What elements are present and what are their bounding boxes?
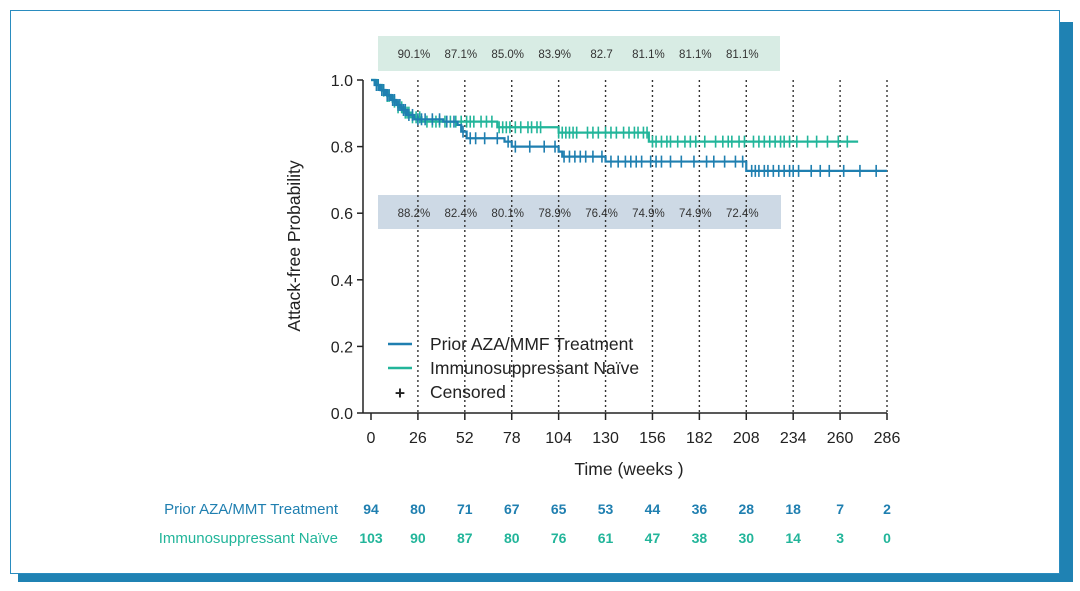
- x-tick-label: 104: [545, 430, 572, 447]
- risk-value: 18: [785, 501, 801, 517]
- y-tick-label: 0.0: [331, 406, 353, 423]
- naive-percent-box: [378, 36, 780, 71]
- risk-value: 36: [692, 501, 708, 517]
- naive-percent: 83.9%: [538, 49, 571, 61]
- y-tick-label: 1.0: [331, 73, 353, 90]
- prior-percent: 72.4%: [726, 208, 759, 220]
- legend-label: Censored: [430, 382, 506, 402]
- prior-percent: 82.4%: [445, 208, 478, 220]
- risk-row-label: Immunosuppressant Naïve: [159, 530, 338, 547]
- series-line-prior: [371, 78, 887, 173]
- naive-percent: 82.7: [590, 49, 612, 61]
- risk-value: 87: [457, 530, 473, 546]
- risk-value: 44: [645, 501, 661, 517]
- risk-value: 0: [883, 530, 891, 546]
- risk-value: 76: [551, 530, 567, 546]
- x-tick-label: 26: [409, 430, 427, 447]
- risk-value: 28: [738, 501, 754, 517]
- x-tick-label: 182: [686, 430, 713, 447]
- risk-value: 94: [363, 501, 379, 517]
- legend-label: Prior AZA/MMF Treatment: [430, 334, 633, 354]
- naive-percent: 81.1%: [632, 49, 665, 61]
- x-tick-label: 0: [367, 430, 376, 447]
- x-tick-label: 130: [592, 430, 619, 447]
- y-tick-label: 0.8: [331, 140, 353, 157]
- chart-card: [10, 10, 1060, 574]
- risk-value: 80: [504, 530, 520, 546]
- risk-value: 7: [836, 501, 844, 517]
- prior-percent: 74.9%: [679, 208, 712, 220]
- risk-value: 67: [504, 501, 520, 517]
- x-tick-label: 52: [456, 430, 474, 447]
- legend-censored-symbol: +: [395, 383, 405, 403]
- naive-percent: 81.1%: [726, 49, 759, 61]
- risk-value: 38: [692, 530, 708, 546]
- y-tick-label: 0.2: [331, 339, 353, 356]
- x-tick-label: 260: [827, 430, 854, 447]
- risk-value: 65: [551, 501, 567, 517]
- naive-percent: 85.0%: [491, 49, 524, 61]
- prior-percent: 80.1%: [491, 208, 524, 220]
- risk-value: 71: [457, 501, 473, 517]
- risk-value: 90: [410, 530, 426, 546]
- y-tick-label: 0.6: [331, 206, 353, 223]
- prior-percent: 76.4%: [585, 208, 618, 220]
- prior-percent-box: [378, 195, 781, 229]
- legend-label: Immunosuppressant Naïve: [430, 358, 639, 378]
- risk-value: 3: [836, 530, 844, 546]
- prior-percent: 78.9%: [538, 208, 571, 220]
- risk-row-label: Prior AZA/MMT Treatment: [164, 501, 339, 518]
- risk-value: 80: [410, 501, 426, 517]
- x-tick-label: 234: [780, 430, 807, 447]
- y-axis-label: Attack-free Probability: [284, 160, 304, 331]
- series-line-naive: [371, 78, 859, 143]
- x-tick-label: 208: [733, 430, 760, 447]
- x-tick-label: 156: [639, 430, 666, 447]
- risk-value: 103: [359, 530, 383, 546]
- x-axis-label: Time (weeks ): [574, 459, 683, 479]
- risk-value: 53: [598, 501, 614, 517]
- risk-value: 61: [598, 530, 614, 546]
- naive-percent: 90.1%: [398, 49, 431, 61]
- prior-percent: 74.9%: [632, 208, 665, 220]
- risk-value: 30: [738, 530, 754, 546]
- y-tick-label: 0.4: [331, 273, 353, 290]
- naive-percent: 81.1%: [679, 49, 712, 61]
- x-tick-label: 286: [874, 430, 901, 447]
- naive-percent: 87.1%: [445, 49, 478, 61]
- prior-percent: 88.2%: [398, 208, 431, 220]
- x-tick-label: 78: [503, 430, 521, 447]
- risk-value: 2: [883, 501, 891, 517]
- risk-value: 14: [785, 530, 801, 546]
- risk-value: 47: [645, 530, 661, 546]
